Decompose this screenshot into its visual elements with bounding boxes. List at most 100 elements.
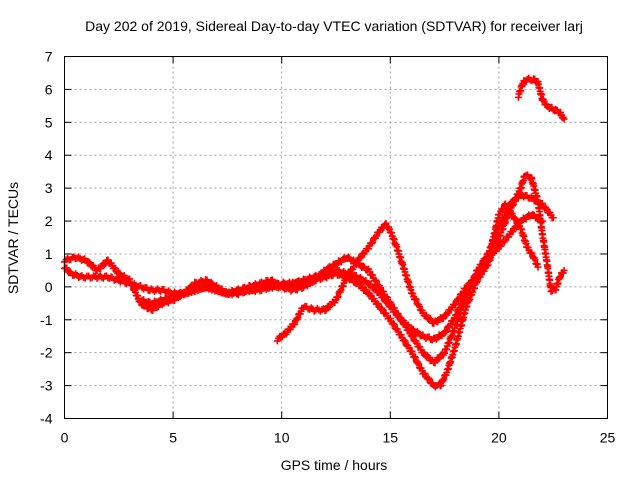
- data-point: [384, 299, 392, 307]
- data-point: [423, 311, 430, 319]
- data-point: [85, 258, 93, 266]
- data-point: [511, 214, 519, 222]
- data-point: [509, 228, 517, 236]
- data-point: [371, 276, 379, 284]
- y-tick-label: 6: [45, 81, 53, 97]
- data-point: [112, 264, 120, 272]
- data-point: [483, 255, 491, 263]
- y-tick-label: -2: [40, 345, 53, 361]
- data-point: [501, 236, 509, 244]
- y-tick-label: 4: [45, 147, 53, 163]
- data-point: [411, 295, 419, 303]
- data-point: [513, 222, 521, 230]
- data-point: [401, 337, 409, 345]
- data-point: [527, 193, 535, 201]
- data-point: [378, 304, 386, 312]
- data-point: [470, 277, 478, 285]
- data-point: [412, 296, 420, 304]
- data-point: [560, 266, 568, 274]
- data-point: [415, 360, 423, 368]
- data-point: [353, 259, 361, 267]
- data-point: [480, 261, 488, 269]
- x-tick-label: 0: [61, 430, 69, 446]
- data-point: [372, 277, 380, 285]
- data-point: [362, 286, 370, 294]
- data-point: [464, 287, 472, 295]
- data-point: [416, 303, 424, 311]
- data-point: [390, 321, 398, 329]
- data-point: [386, 314, 394, 322]
- data-point: [529, 210, 537, 218]
- data-point: [420, 349, 428, 357]
- y-tick-label: -4: [40, 411, 53, 427]
- data-point: [436, 354, 444, 362]
- data-point: [115, 269, 123, 277]
- data-point: [538, 199, 546, 207]
- data-point: [392, 308, 400, 316]
- data-point: [549, 214, 557, 222]
- data-point: [528, 249, 536, 257]
- series-track-4: [137, 210, 546, 344]
- data-point: [538, 217, 546, 225]
- data-point: [395, 312, 403, 320]
- data-point: [543, 205, 551, 213]
- data-point: [552, 105, 560, 113]
- data-point: [426, 315, 434, 323]
- x-tick-label: 25: [600, 430, 616, 446]
- data-point: [86, 259, 94, 267]
- data-point: [512, 223, 520, 231]
- data-point: [66, 268, 74, 276]
- data-point: [104, 256, 112, 264]
- data-point: [379, 306, 387, 314]
- x-tick-label: 20: [491, 430, 507, 446]
- data-point: [501, 200, 509, 208]
- y-tick-label: 7: [45, 49, 53, 65]
- y-tick-label: -3: [40, 378, 53, 394]
- data-point: [322, 306, 330, 314]
- data-series: [61, 74, 568, 391]
- x-tick-label: 5: [169, 430, 177, 446]
- data-point: [472, 272, 480, 280]
- y-tick-label: 3: [45, 180, 53, 196]
- chart-title: Day 202 of 2019, Sidereal Day-to-day VTE…: [85, 18, 583, 34]
- data-point: [497, 242, 505, 250]
- y-tick-label: 0: [45, 279, 53, 295]
- data-point: [405, 344, 413, 352]
- data-point: [344, 253, 352, 261]
- data-point: [527, 248, 535, 256]
- data-point: [365, 245, 373, 253]
- data-point: [100, 261, 108, 269]
- data-point: [367, 281, 375, 289]
- y-tick-label: 2: [45, 213, 53, 229]
- data-point: [424, 374, 432, 382]
- data-point: [400, 336, 408, 344]
- y-axis-label: SDTVAR / TECUs: [5, 182, 21, 294]
- y-tick-label: 5: [45, 114, 53, 130]
- grid: [64, 56, 608, 419]
- data-point: [416, 343, 424, 351]
- data-point: [509, 198, 517, 206]
- data-point: [409, 333, 417, 341]
- data-point: [397, 331, 405, 339]
- data-point: [367, 291, 375, 299]
- data-point: [409, 290, 417, 298]
- axis-ticks: 0 5 10 15 20 25 -4 -3 -2 -1 0 1 2 3 4 5 6 7: [40, 49, 615, 446]
- data-point: [382, 219, 390, 227]
- data-point: [411, 354, 419, 362]
- data-point: [499, 206, 507, 214]
- data-point: [389, 319, 397, 327]
- x-axis-label: GPS time / hours: [281, 457, 388, 473]
- data-point: [442, 328, 450, 336]
- y-tick-label: 1: [45, 246, 53, 262]
- plot-border: [64, 56, 608, 419]
- data-point: [372, 232, 380, 240]
- data-point: [447, 320, 455, 328]
- data-point: [380, 293, 388, 301]
- data-point: [321, 307, 329, 315]
- data-point: [560, 115, 568, 123]
- data-point: [369, 239, 377, 247]
- x-tick-label: 10: [274, 430, 290, 446]
- data-point: [473, 271, 481, 279]
- y-tick-label: -1: [40, 312, 53, 328]
